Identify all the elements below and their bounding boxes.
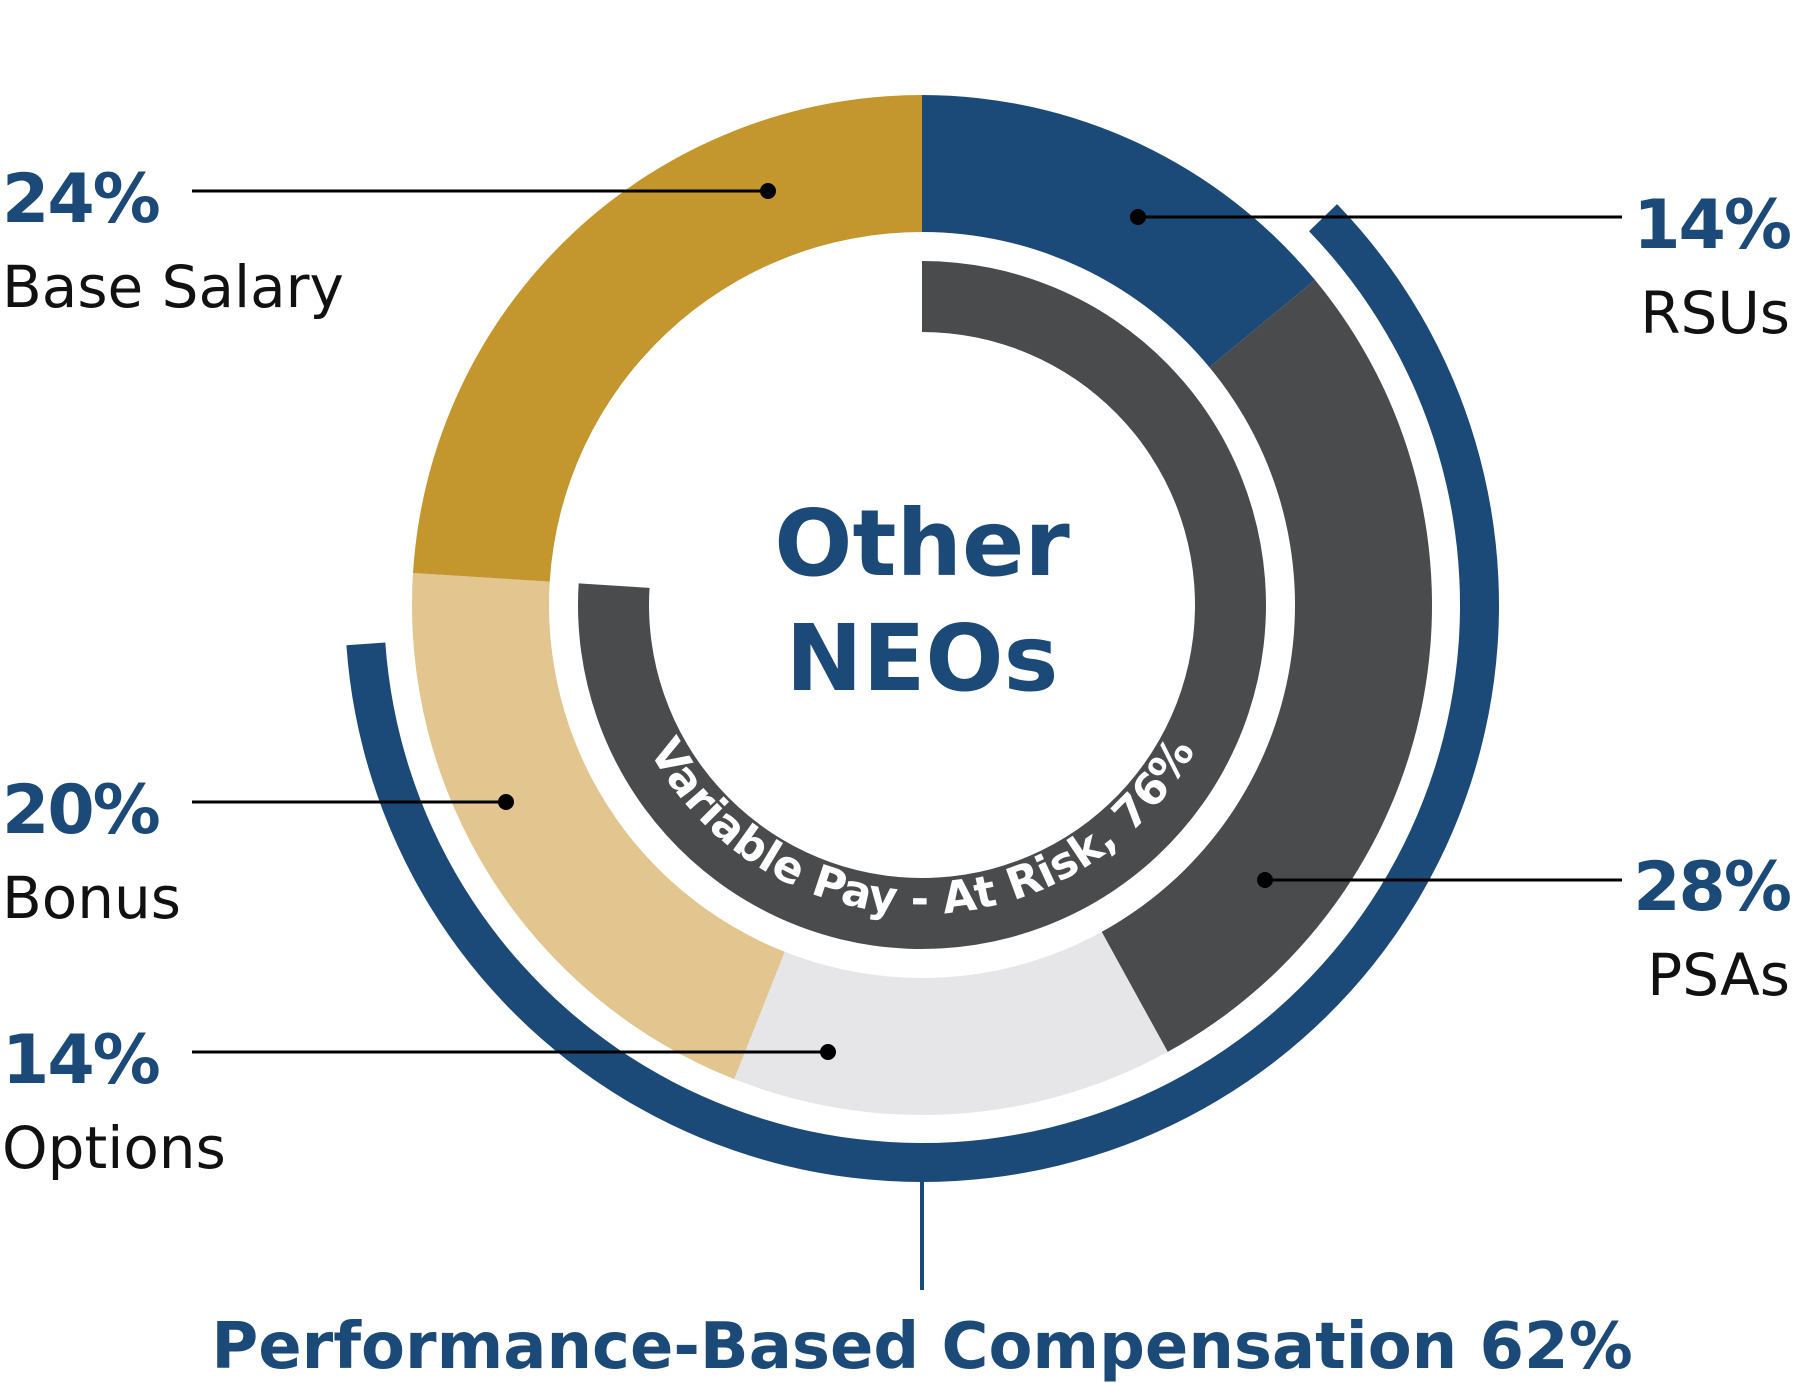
leader-dot-rsus <box>1130 209 1146 225</box>
legend-options-pct: 14% <box>2 1021 159 1100</box>
leader-dot-psas <box>1257 872 1273 888</box>
leader-dot-bonus <box>498 794 514 810</box>
legend-bonus-name: Bonus <box>2 864 181 932</box>
legend-base-salary-name: Base Salary <box>2 253 344 321</box>
segment-base-salary <box>413 95 922 582</box>
legend-options-name: Options <box>2 1114 226 1182</box>
leader-dot-base-salary <box>760 183 776 199</box>
rings-layer <box>346 204 1500 1182</box>
segment-options <box>734 931 1168 1115</box>
legend-rsus-name: RSUs <box>1640 279 1790 347</box>
center-label-line1: Other <box>774 490 1070 597</box>
performance-based-label: Performance-Based Compensation 62% <box>211 1310 1632 1383</box>
leaders-layer <box>192 183 1622 1290</box>
legend-psas-name: PSAs <box>1647 941 1790 1009</box>
legend-rsus-pct: 14% <box>1633 186 1790 265</box>
center-label-line2: NEOs <box>786 605 1059 712</box>
legend-psas-pct: 28% <box>1633 848 1790 927</box>
performance-based-bracket <box>346 204 1500 1182</box>
legend-base-salary-pct: 24% <box>2 160 159 239</box>
segment-rsus <box>922 95 1315 368</box>
legend-bonus-pct: 20% <box>2 771 159 850</box>
segments-layer <box>411 95 1432 1115</box>
leader-dot-options <box>820 1044 836 1060</box>
segment-psas <box>1101 279 1432 1052</box>
segment-bonus <box>411 572 785 1080</box>
